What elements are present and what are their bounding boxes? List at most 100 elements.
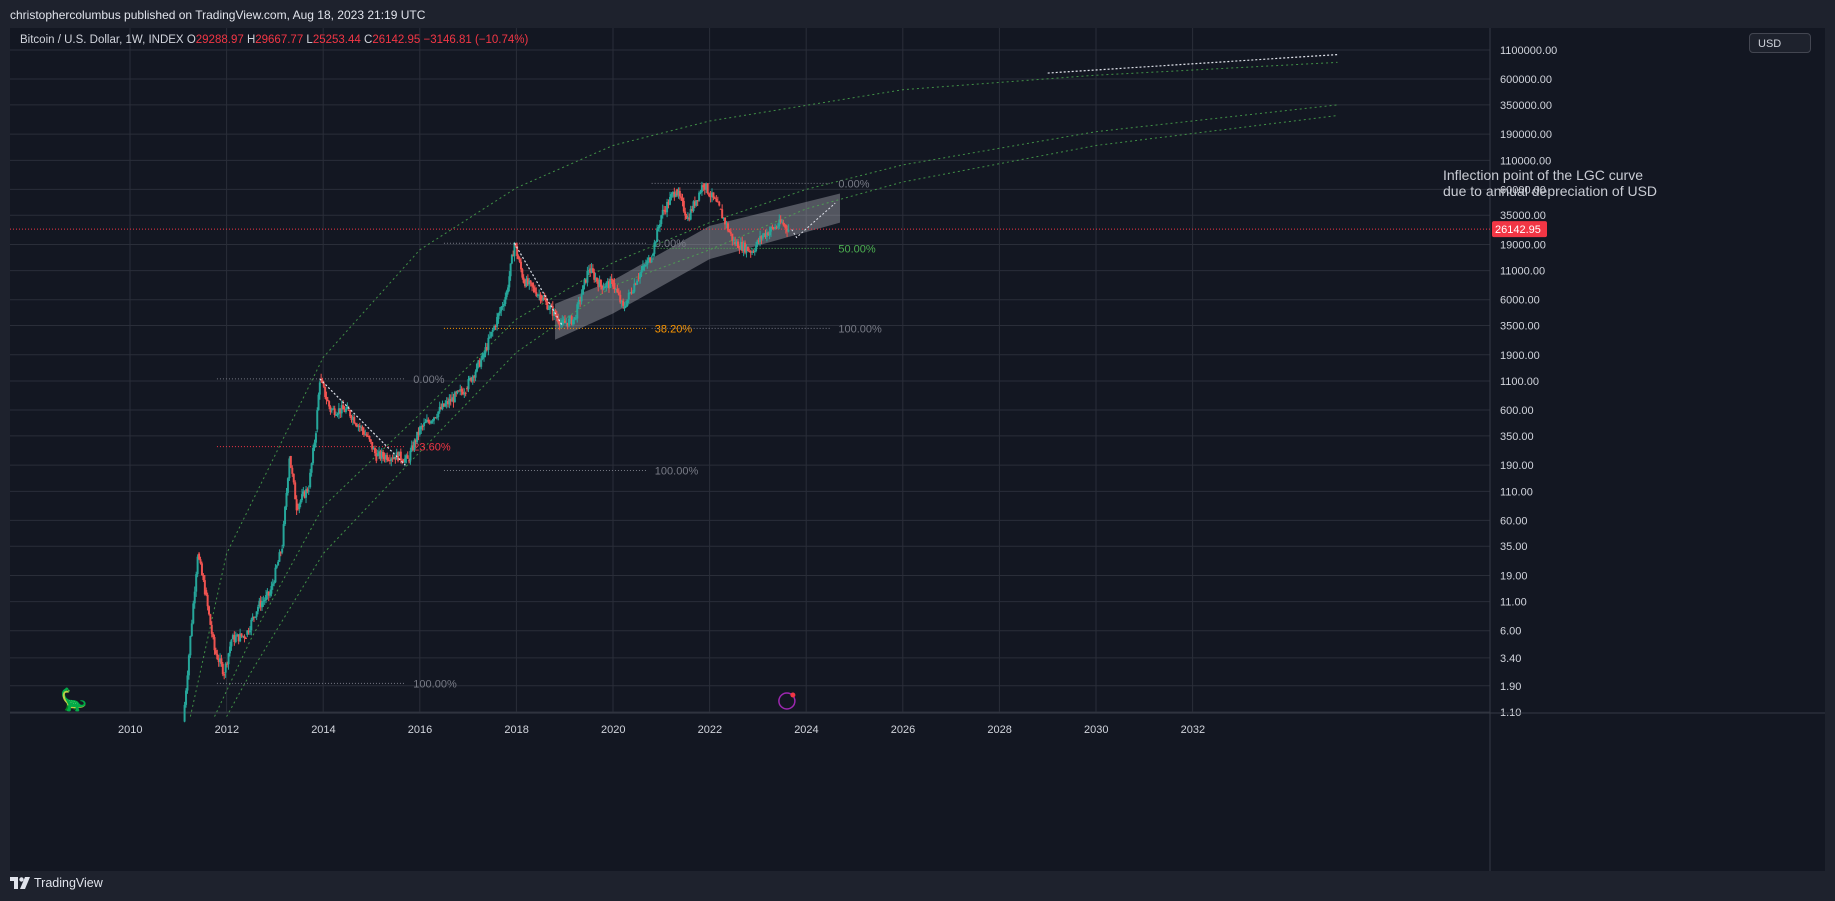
candle-body xyxy=(535,292,538,296)
x-tick-label: 2032 xyxy=(1181,724,1205,736)
y-tick-label: 60.00 xyxy=(1500,515,1528,527)
candle-body xyxy=(305,489,308,498)
candle-body xyxy=(510,254,513,264)
candle-body xyxy=(326,399,329,402)
candle-body xyxy=(261,602,264,608)
candle-body xyxy=(518,259,521,262)
candle-body xyxy=(289,455,292,468)
candle-body xyxy=(409,450,412,461)
chart-area[interactable]: 1100000.00 600000.00 350000.00 190000.00 110… xyxy=(10,28,1825,871)
price-chart[interactable]: 1100000.00 600000.00 350000.00 190000.00 110… xyxy=(10,28,1825,871)
candle-body xyxy=(199,559,202,564)
candle-body xyxy=(569,316,572,319)
candle-body xyxy=(574,318,577,320)
candle-body xyxy=(267,591,270,596)
candle-body xyxy=(745,246,748,253)
candle-body xyxy=(372,448,375,450)
candle-body xyxy=(367,435,370,437)
current-price-label: 26142.95 xyxy=(1495,224,1541,236)
candle-body xyxy=(244,638,247,640)
candle-body xyxy=(288,458,291,479)
candle-body xyxy=(770,227,773,232)
y-tick-label: 60000.00 xyxy=(1500,184,1546,196)
fib-level-label: 0.00% xyxy=(413,374,444,386)
candle-body xyxy=(765,232,768,237)
candle-body xyxy=(336,414,339,416)
candle-body xyxy=(196,556,199,575)
candle-body xyxy=(653,242,656,254)
tradingview-logo[interactable]: TradingView xyxy=(10,876,103,890)
candle-body xyxy=(654,242,657,244)
candle-body xyxy=(619,294,622,303)
candle-body xyxy=(259,600,262,608)
candle-body xyxy=(661,209,664,216)
candle-body xyxy=(749,251,752,253)
currency-button[interactable]: USD xyxy=(1749,33,1811,53)
candle-body xyxy=(441,403,444,409)
candle-body xyxy=(356,424,359,427)
y-tick-label: 600000.00 xyxy=(1500,74,1552,86)
x-tick-label: 2010 xyxy=(118,724,142,736)
candle-body xyxy=(224,663,227,673)
candle-body xyxy=(656,228,659,243)
candle-body xyxy=(706,183,709,194)
candle-body xyxy=(273,582,276,584)
candle-body xyxy=(522,277,525,283)
candle-body xyxy=(312,447,315,464)
candle-body xyxy=(688,218,691,220)
candle-body xyxy=(668,196,671,205)
candle-body xyxy=(716,201,719,203)
candle-body xyxy=(369,439,372,442)
candle-body xyxy=(546,301,549,310)
candle-body xyxy=(594,277,597,280)
candle-body xyxy=(759,236,762,242)
candle-body xyxy=(453,392,456,403)
candle-body xyxy=(412,445,415,450)
candle-body xyxy=(295,499,298,511)
candle-body xyxy=(210,624,213,634)
candle-body xyxy=(471,376,474,382)
candle-body xyxy=(500,306,503,312)
candle-body xyxy=(558,322,561,326)
candle-body xyxy=(705,183,708,190)
candle-body xyxy=(786,228,789,232)
candle-body xyxy=(299,500,302,504)
candle-body xyxy=(417,431,420,435)
candle-body xyxy=(350,416,353,420)
y-tick-label: 110000.00 xyxy=(1500,155,1551,167)
lgc-curve xyxy=(214,104,1338,717)
candle-body xyxy=(373,448,376,454)
candle-body xyxy=(189,636,192,656)
candle-body xyxy=(365,434,368,436)
candle-body xyxy=(187,655,190,676)
candle-body xyxy=(410,445,413,451)
chart-annotation: Inflection point of the LGC curve due to… xyxy=(1443,167,1657,199)
low-value: 25253.44 xyxy=(312,34,361,46)
candle-body xyxy=(217,659,220,663)
candle-body xyxy=(748,251,751,253)
candle-body xyxy=(536,294,539,296)
candle-body xyxy=(781,221,784,223)
candle-body xyxy=(227,653,230,665)
candle-body xyxy=(505,291,508,298)
candle-body xyxy=(609,278,612,288)
high-label: H xyxy=(246,34,256,46)
candle-body xyxy=(258,600,261,607)
candle-body xyxy=(464,392,467,394)
candle-body xyxy=(573,317,576,320)
candle-body xyxy=(460,389,463,392)
candle-body xyxy=(713,197,716,199)
candle-body xyxy=(487,337,490,350)
candle-body xyxy=(565,322,568,324)
candle-body xyxy=(484,347,487,354)
candle-body xyxy=(270,585,273,594)
candle-body xyxy=(447,401,450,405)
candle-body xyxy=(183,704,186,722)
candle-body xyxy=(254,616,257,618)
candle-body xyxy=(490,331,493,337)
candle-body xyxy=(612,279,614,287)
candle-body xyxy=(387,460,390,462)
candle-body xyxy=(631,291,634,294)
candle-body xyxy=(606,281,609,283)
candle-body xyxy=(448,399,451,405)
